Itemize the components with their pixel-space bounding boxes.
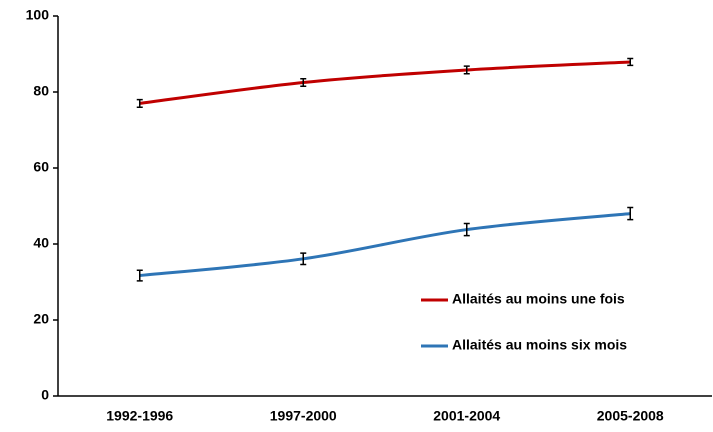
y-tick-label: 40: [33, 235, 49, 251]
error-bar: [463, 65, 470, 75]
x-tick-label: 2001-2004: [433, 408, 500, 424]
error-bar: [627, 206, 634, 221]
series-line: [139, 60, 631, 105]
x-tick-label: 2005-2008: [597, 408, 664, 424]
error-bar: [136, 98, 143, 108]
y-tick-label: 80: [33, 83, 49, 99]
error-bar: [136, 269, 143, 282]
y-tick-label: 0: [41, 387, 49, 403]
y-tick-label: 100: [26, 7, 50, 23]
series-line: [139, 212, 631, 278]
legend-label: Allaités au moins une fois: [452, 291, 625, 307]
error-bar: [463, 222, 470, 237]
error-bar: [300, 252, 307, 266]
y-tick-label: 60: [33, 159, 49, 175]
x-tick-label: 1992-1996: [106, 408, 173, 424]
error-bar: [627, 57, 634, 67]
legend-label: Allaités au moins six mois: [452, 337, 627, 353]
error-bar: [300, 77, 307, 88]
y-tick-label: 20: [33, 311, 49, 327]
x-tick-label: 1997-2000: [270, 408, 337, 424]
